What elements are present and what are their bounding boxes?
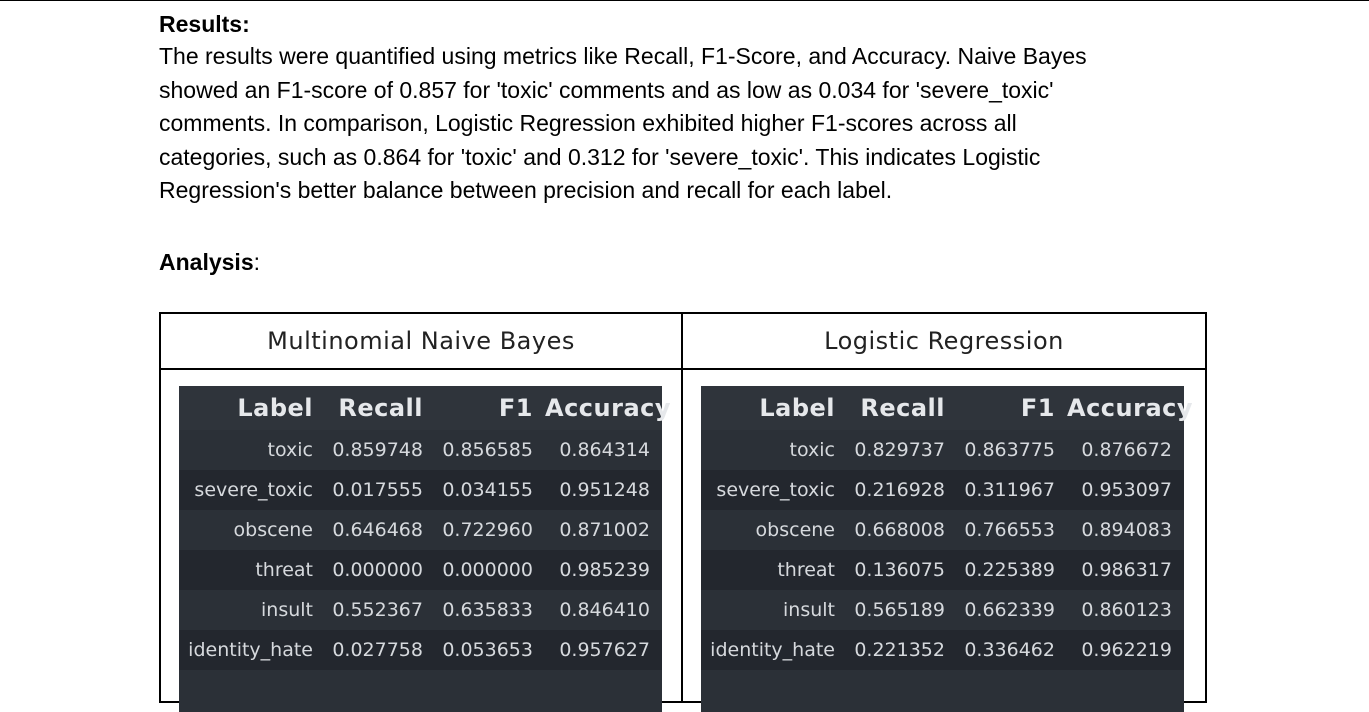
- metric-label-cell: obscene: [179, 510, 325, 550]
- metrics-row: severe_toxic 0.017555 0.034155 0.951248: [179, 470, 662, 510]
- results-line: showed an F1-score of 0.857 for 'toxic' …: [159, 76, 1054, 103]
- recall-cell: 0.000000: [325, 550, 435, 590]
- naive-bayes-title: Multinomial Naive Bayes: [159, 312, 683, 370]
- f1-cell: 0.635833: [435, 590, 545, 630]
- recall-cell: 0.552367: [325, 590, 435, 630]
- analysis-heading-text: Analysis: [159, 249, 254, 275]
- f1-cell: 0.034155: [435, 470, 545, 510]
- f1-cell: 0.311967: [957, 470, 1067, 510]
- results-paragraph: The results were quantified using metric…: [159, 40, 1219, 208]
- recall-cell: 0.017555: [325, 470, 435, 510]
- metrics-row: identity_hate 0.027758 0.053653 0.957627: [179, 630, 662, 670]
- table-bottom-padding: [701, 670, 1184, 712]
- accuracy-cell: 0.953097: [1067, 470, 1184, 510]
- metric-label-cell: severe_toxic: [179, 470, 325, 510]
- table-bottom-padding: [179, 670, 662, 712]
- logistic-regression-metrics-table: Label Recall F1 Accuracy toxic 0.829737 0.…: [701, 386, 1193, 712]
- results-section: Results: The results were quantified usi…: [159, 8, 1219, 208]
- padding-cell: [179, 670, 662, 712]
- padding-cell: [701, 670, 1184, 712]
- f1-cell: 0.856585: [435, 430, 545, 470]
- logistic-regression-title: Logistic Regression: [681, 312, 1207, 370]
- accuracy-cell: 0.986317: [1067, 550, 1184, 590]
- column-header-f1: F1: [435, 386, 545, 430]
- naive-bayes-metrics-table: Label Recall F1 Accuracy toxic 0.859748 0.…: [179, 386, 671, 712]
- accuracy-cell: 0.864314: [545, 430, 662, 470]
- comparison-table: Multinomial Naive Bayes Logistic Regress…: [159, 312, 1207, 712]
- recall-cell: 0.221352: [847, 630, 957, 670]
- accuracy-cell: 0.951248: [545, 470, 662, 510]
- metrics-header-row: Label Recall F1 Accuracy: [179, 386, 671, 430]
- metric-label-cell: severe_toxic: [701, 470, 847, 510]
- metrics-header-row: Label Recall F1 Accuracy: [701, 386, 1193, 430]
- column-header-label: Label: [701, 386, 847, 430]
- f1-cell: 0.336462: [957, 630, 1067, 670]
- accuracy-cell: 0.962219: [1067, 630, 1184, 670]
- results-line: comments. In comparison, Logistic Regres…: [159, 110, 1017, 136]
- f1-cell: 0.722960: [435, 510, 545, 550]
- metrics-row: obscene 0.668008 0.766553 0.894083: [701, 510, 1184, 550]
- recall-cell: 0.565189: [847, 590, 957, 630]
- metrics-row: toxic 0.829737 0.863775 0.876672: [701, 430, 1184, 470]
- column-header-recall: Recall: [847, 386, 957, 430]
- metrics-row: severe_toxic 0.216928 0.311967 0.953097: [701, 470, 1184, 510]
- results-line: Regression's better balance between prec…: [159, 177, 893, 203]
- recall-cell: 0.216928: [847, 470, 957, 510]
- metric-label-cell: insult: [179, 590, 325, 630]
- logistic-regression-panel: Label Recall F1 Accuracy toxic 0.829737 0.…: [681, 368, 1207, 712]
- naive-bayes-panel: Label Recall F1 Accuracy toxic 0.859748 0.…: [159, 368, 683, 712]
- recall-cell: 0.646468: [325, 510, 435, 550]
- column-header-accuracy: Accuracy: [1067, 386, 1193, 430]
- f1-cell: 0.000000: [435, 550, 545, 590]
- top-divider: [0, 0, 1369, 1]
- f1-cell: 0.053653: [435, 630, 545, 670]
- metric-label-cell: toxic: [701, 430, 847, 470]
- accuracy-cell: 0.860123: [1067, 590, 1184, 630]
- recall-cell: 0.136075: [847, 550, 957, 590]
- recall-cell: 0.027758: [325, 630, 435, 670]
- metrics-row: obscene 0.646468 0.722960 0.871002: [179, 510, 662, 550]
- metric-label-cell: threat: [701, 550, 847, 590]
- metric-label-cell: obscene: [701, 510, 847, 550]
- results-line: categories, such as 0.864 for 'toxic' an…: [159, 143, 1041, 170]
- recall-cell: 0.668008: [847, 510, 957, 550]
- recall-cell: 0.859748: [325, 430, 435, 470]
- f1-cell: 0.662339: [957, 590, 1067, 630]
- analysis-heading: Analysis:: [159, 246, 260, 278]
- metrics-row: insult 0.552367 0.635833 0.846410: [179, 590, 662, 630]
- logistic-regression-rows: toxic 0.829737 0.863775 0.876672 severe_toxi…: [701, 430, 1184, 712]
- metric-label-cell: toxic: [179, 430, 325, 470]
- accuracy-cell: 0.957627: [545, 630, 662, 670]
- f1-cell: 0.225389: [957, 550, 1067, 590]
- metric-label-cell: insult: [701, 590, 847, 630]
- results-line: The results were quantified using metric…: [159, 43, 1087, 69]
- accuracy-cell: 0.985239: [545, 550, 662, 590]
- accuracy-cell: 0.894083: [1067, 510, 1184, 550]
- metric-label-cell: identity_hate: [701, 630, 847, 670]
- metric-label-cell: identity_hate: [179, 630, 325, 670]
- results-heading: Results:: [159, 11, 250, 37]
- column-header-f1: F1: [957, 386, 1067, 430]
- metric-label-cell: threat: [179, 550, 325, 590]
- accuracy-cell: 0.846410: [545, 590, 662, 630]
- metrics-row: identity_hate 0.221352 0.336462 0.962219: [701, 630, 1184, 670]
- metrics-row: threat 0.000000 0.000000 0.985239: [179, 550, 662, 590]
- f1-cell: 0.863775: [957, 430, 1067, 470]
- metrics-row: toxic 0.859748 0.856585 0.864314: [179, 430, 662, 470]
- column-header-recall: Recall: [325, 386, 435, 430]
- metrics-row: threat 0.136075 0.225389 0.986317: [701, 550, 1184, 590]
- column-header-accuracy: Accuracy: [545, 386, 671, 430]
- f1-cell: 0.766553: [957, 510, 1067, 550]
- accuracy-cell: 0.876672: [1067, 430, 1184, 470]
- column-header-label: Label: [179, 386, 325, 430]
- accuracy-cell: 0.871002: [545, 510, 662, 550]
- metrics-row: insult 0.565189 0.662339 0.860123: [701, 590, 1184, 630]
- naive-bayes-rows: toxic 0.859748 0.856585 0.864314 severe_toxi…: [179, 430, 662, 712]
- analysis-heading-colon: :: [253, 249, 260, 275]
- recall-cell: 0.829737: [847, 430, 957, 470]
